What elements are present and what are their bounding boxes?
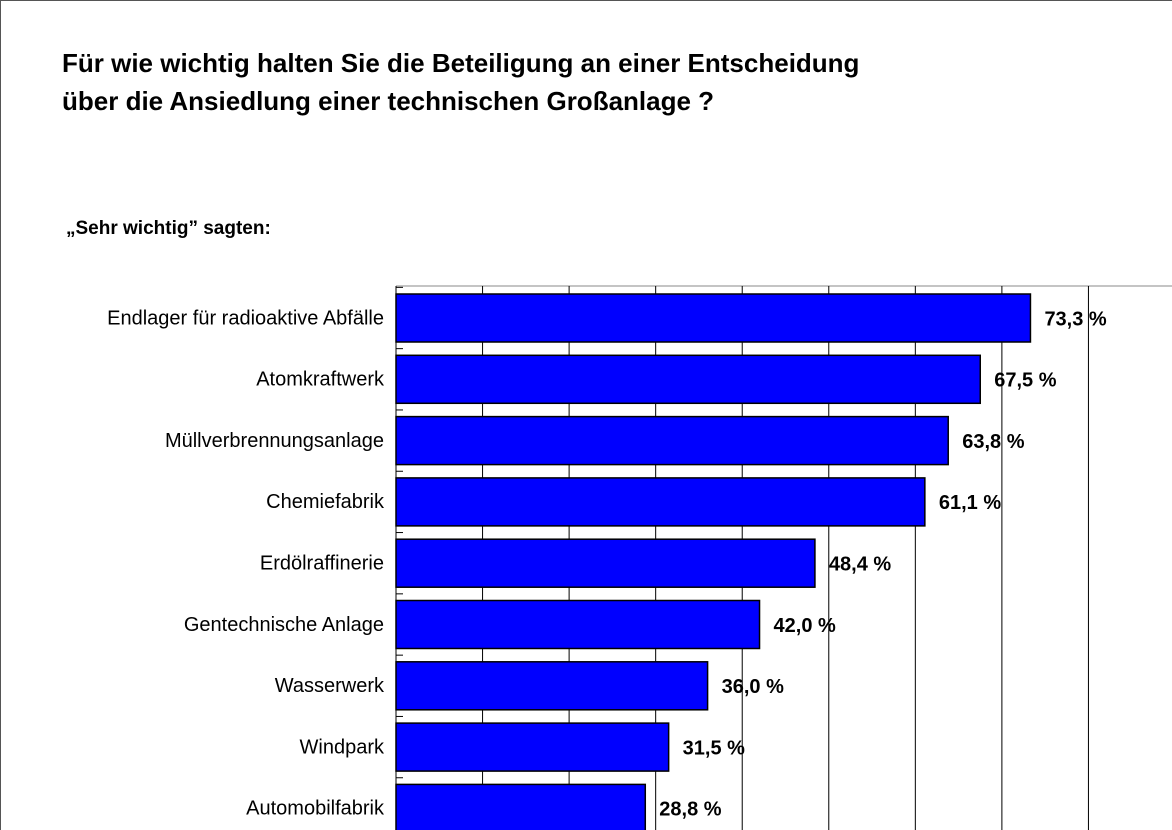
value-label: 36,0 % [722, 676, 784, 698]
value-label: 48,4 % [829, 553, 891, 575]
chart-subtitle: „Sehr wichtig” sagten: [66, 218, 271, 239]
chart-title: Für wie wichtig halten Sie die Beteiligu… [62, 48, 860, 116]
value-label: 28,8 % [659, 799, 721, 821]
bar [395, 477, 926, 527]
bar [395, 661, 709, 711]
y-tick-label: Windpark [300, 736, 385, 758]
y-tick-label: Chemiefabrik [266, 491, 385, 513]
value-label: 67,5 % [994, 370, 1056, 392]
value-label: 73,3 % [1044, 308, 1106, 330]
value-label: 61,1 % [939, 492, 1001, 514]
y-tick-label: Atomkraftwerk [256, 369, 385, 391]
bar [395, 538, 816, 588]
bar [395, 293, 1032, 343]
y-tick-label: Wasserwerk [275, 675, 385, 697]
y-tick-label: Müllverbrennungsanlage [165, 430, 384, 452]
value-label: 42,0 % [774, 615, 836, 637]
value-label: 31,5 % [683, 737, 745, 759]
value-label: 63,8 % [962, 431, 1024, 453]
bar [395, 599, 761, 650]
y-tick-label: Endlager für radioaktive Abfälle [107, 307, 384, 329]
y-tick-label: Automobilfabrik [246, 798, 385, 820]
y-tick-label: Gentechnische Anlage [184, 614, 384, 636]
y-tick-label: Erdölraffinerie [260, 552, 384, 574]
bar [395, 722, 670, 772]
bar [395, 354, 981, 405]
bar [395, 783, 647, 830]
bar [395, 415, 949, 466]
